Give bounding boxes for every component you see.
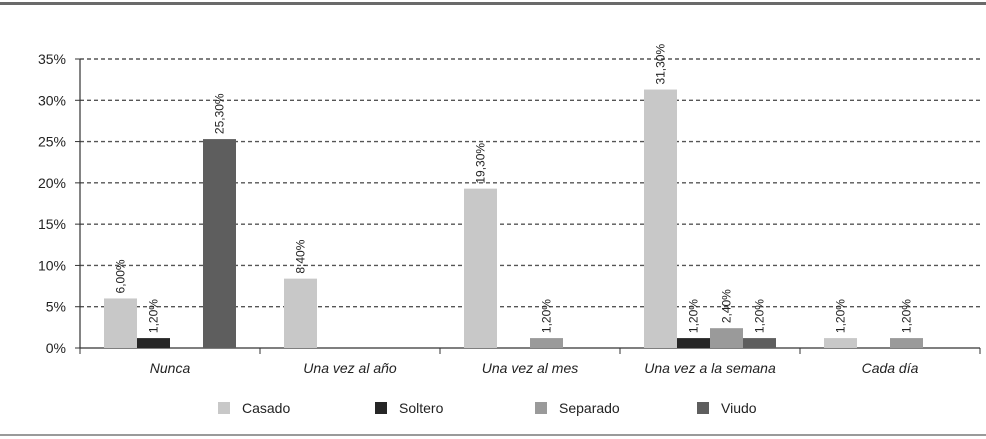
data-label: 6,00% <box>114 259 128 293</box>
bar <box>824 338 857 348</box>
x-tick-label: Cada día <box>862 360 919 376</box>
y-tick-label: 5% <box>46 299 66 315</box>
data-label: 1,20% <box>834 299 848 333</box>
legend-swatch <box>697 402 709 414</box>
bar <box>203 139 236 348</box>
data-label: 1,20% <box>540 299 554 333</box>
legend-label: Separado <box>559 400 620 416</box>
data-label: 1,20% <box>753 299 767 333</box>
data-label: 2,40% <box>720 289 734 323</box>
x-tick-label: Una vez a la semana <box>644 360 776 376</box>
data-label: 31,30% <box>654 44 668 85</box>
bottom-rule <box>0 434 986 436</box>
bar <box>104 298 137 348</box>
y-tick-label: 30% <box>38 92 66 108</box>
bar <box>890 338 923 348</box>
data-label: 1,20% <box>687 299 701 333</box>
legend-swatch <box>535 402 547 414</box>
y-tick-label: 0% <box>46 340 66 356</box>
y-tick-label: 35% <box>38 51 66 67</box>
y-tick-label: 15% <box>38 216 66 232</box>
y-tick-label: 10% <box>38 257 66 273</box>
legend-label: Casado <box>242 400 290 416</box>
y-tick-label: 25% <box>38 134 66 150</box>
legend-label: Soltero <box>399 400 444 416</box>
x-tick-label: Nunca <box>150 360 191 376</box>
data-label: 1,20% <box>147 299 161 333</box>
bar <box>710 328 743 348</box>
bar <box>530 338 563 348</box>
data-label: 25,30% <box>213 93 227 134</box>
legend-swatch <box>375 402 387 414</box>
legend-label: Viudo <box>721 400 757 416</box>
bar <box>644 89 677 349</box>
bar <box>677 338 710 348</box>
y-tick-label: 20% <box>38 175 66 191</box>
bar <box>137 338 170 348</box>
data-label: 1,20% <box>900 299 914 333</box>
data-label: 8,40% <box>294 239 308 273</box>
bar <box>743 338 776 348</box>
data-label: 19,30% <box>474 143 488 184</box>
bar <box>284 278 317 348</box>
top-rule <box>0 2 986 5</box>
legend-swatch <box>218 402 230 414</box>
x-tick-label: Una vez al año <box>303 360 397 376</box>
bar <box>464 188 497 348</box>
x-tick-label: Una vez al mes <box>482 360 578 376</box>
